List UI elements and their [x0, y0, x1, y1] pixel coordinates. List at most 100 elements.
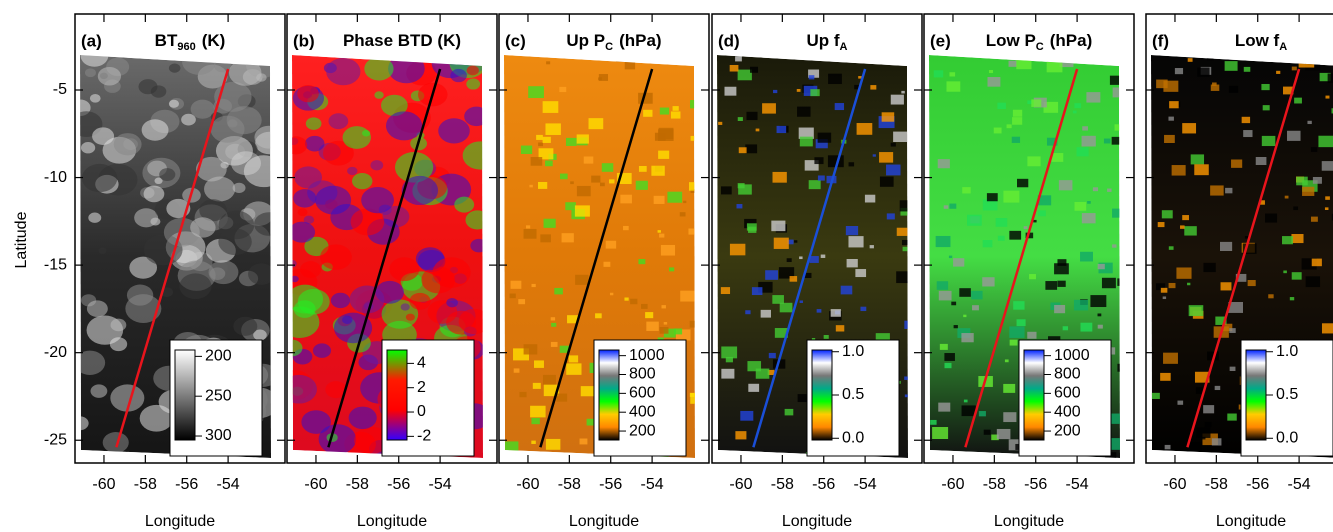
texture — [930, 419, 937, 425]
texture — [972, 305, 979, 311]
texture — [531, 417, 540, 425]
title-subscript: 960 — [177, 41, 195, 53]
texture — [1171, 165, 1186, 176]
texture — [645, 312, 654, 319]
texture — [817, 132, 832, 143]
texture — [740, 410, 754, 421]
texture — [721, 368, 735, 379]
texture — [540, 234, 551, 243]
texture — [1243, 130, 1253, 138]
texture — [729, 243, 746, 256]
texture — [1029, 274, 1036, 280]
texture — [559, 86, 567, 93]
texture — [651, 165, 665, 176]
texture — [1103, 55, 1117, 65]
texture — [901, 239, 908, 246]
texture — [643, 109, 653, 117]
panel: -60 -58 -56 -54 Longitude (c) Up PC (hPa) 1000 80… — [498, 13, 710, 530]
texture — [543, 384, 560, 397]
texture — [297, 208, 308, 217]
colorbar — [598, 349, 620, 441]
texture — [814, 157, 824, 165]
x-tick-label: -54 — [854, 476, 877, 493]
title-unit: (hPa) — [619, 31, 662, 50]
texture — [218, 228, 252, 256]
panel-label: (e) — [930, 31, 951, 50]
texture — [438, 118, 470, 144]
texture — [953, 325, 958, 329]
texture — [900, 207, 908, 216]
texture — [1298, 55, 1315, 68]
texture — [735, 56, 742, 62]
texture — [1210, 84, 1220, 91]
texture — [646, 321, 659, 331]
texture — [347, 166, 358, 176]
texture — [1296, 176, 1308, 186]
texture — [1202, 433, 1218, 446]
y-tick-label: -15 — [44, 256, 67, 273]
texture — [1228, 301, 1244, 313]
x-tick-label: -54 — [429, 476, 452, 493]
texture — [688, 182, 695, 191]
texture — [991, 434, 999, 441]
texture — [878, 116, 895, 129]
texture — [1261, 135, 1276, 147]
texture — [1204, 421, 1212, 428]
texture — [1282, 236, 1293, 245]
colorbar-tick-label: 0.0 — [1276, 429, 1298, 446]
texture — [389, 257, 420, 282]
texture — [1225, 187, 1233, 194]
texture — [1003, 412, 1017, 423]
texture — [1255, 156, 1267, 166]
texture — [538, 181, 548, 189]
texture — [938, 402, 951, 412]
texture — [253, 329, 267, 341]
texture — [576, 134, 589, 144]
colorbar-tick-label: -2 — [417, 428, 431, 445]
texture — [98, 247, 107, 254]
texture — [542, 374, 556, 385]
texture — [1307, 120, 1312, 125]
track-line — [115, 68, 230, 448]
texture — [1117, 278, 1120, 286]
texture — [292, 374, 317, 404]
texture — [1160, 287, 1168, 293]
texture — [1012, 109, 1023, 117]
texture — [534, 360, 544, 368]
texture — [1215, 316, 1227, 325]
texture — [1203, 262, 1216, 273]
texture — [620, 194, 632, 204]
texture — [778, 267, 795, 279]
texture — [720, 186, 732, 195]
texture — [809, 256, 819, 263]
colorbar — [1245, 349, 1267, 441]
texture — [1177, 400, 1184, 405]
panel-label: (b) — [293, 31, 315, 50]
title-main: Low P — [986, 31, 1036, 50]
texture — [672, 106, 679, 111]
panel: -60 -58 -56 -54 Longitude (e) Low PC (hPa) 1000 8… — [923, 13, 1135, 530]
texture — [765, 270, 778, 280]
texture — [630, 298, 638, 305]
texture — [688, 228, 695, 235]
texture — [561, 233, 574, 243]
texture — [755, 128, 760, 132]
texture — [139, 404, 174, 432]
texture — [450, 68, 467, 83]
texture — [102, 432, 129, 453]
texture — [305, 117, 322, 130]
texture — [1112, 244, 1117, 248]
colorbar-tick-label: 400 — [629, 403, 656, 420]
texture — [364, 57, 394, 81]
texture — [674, 328, 683, 335]
texture — [938, 290, 952, 301]
texture — [683, 200, 687, 204]
texture — [1187, 282, 1191, 286]
title-subscript: C — [1036, 41, 1044, 53]
texture — [1073, 299, 1089, 311]
texture — [551, 322, 557, 327]
texture — [936, 281, 949, 290]
panel-label: (f) — [1152, 31, 1169, 50]
texture — [1114, 124, 1120, 131]
texture — [949, 72, 956, 77]
